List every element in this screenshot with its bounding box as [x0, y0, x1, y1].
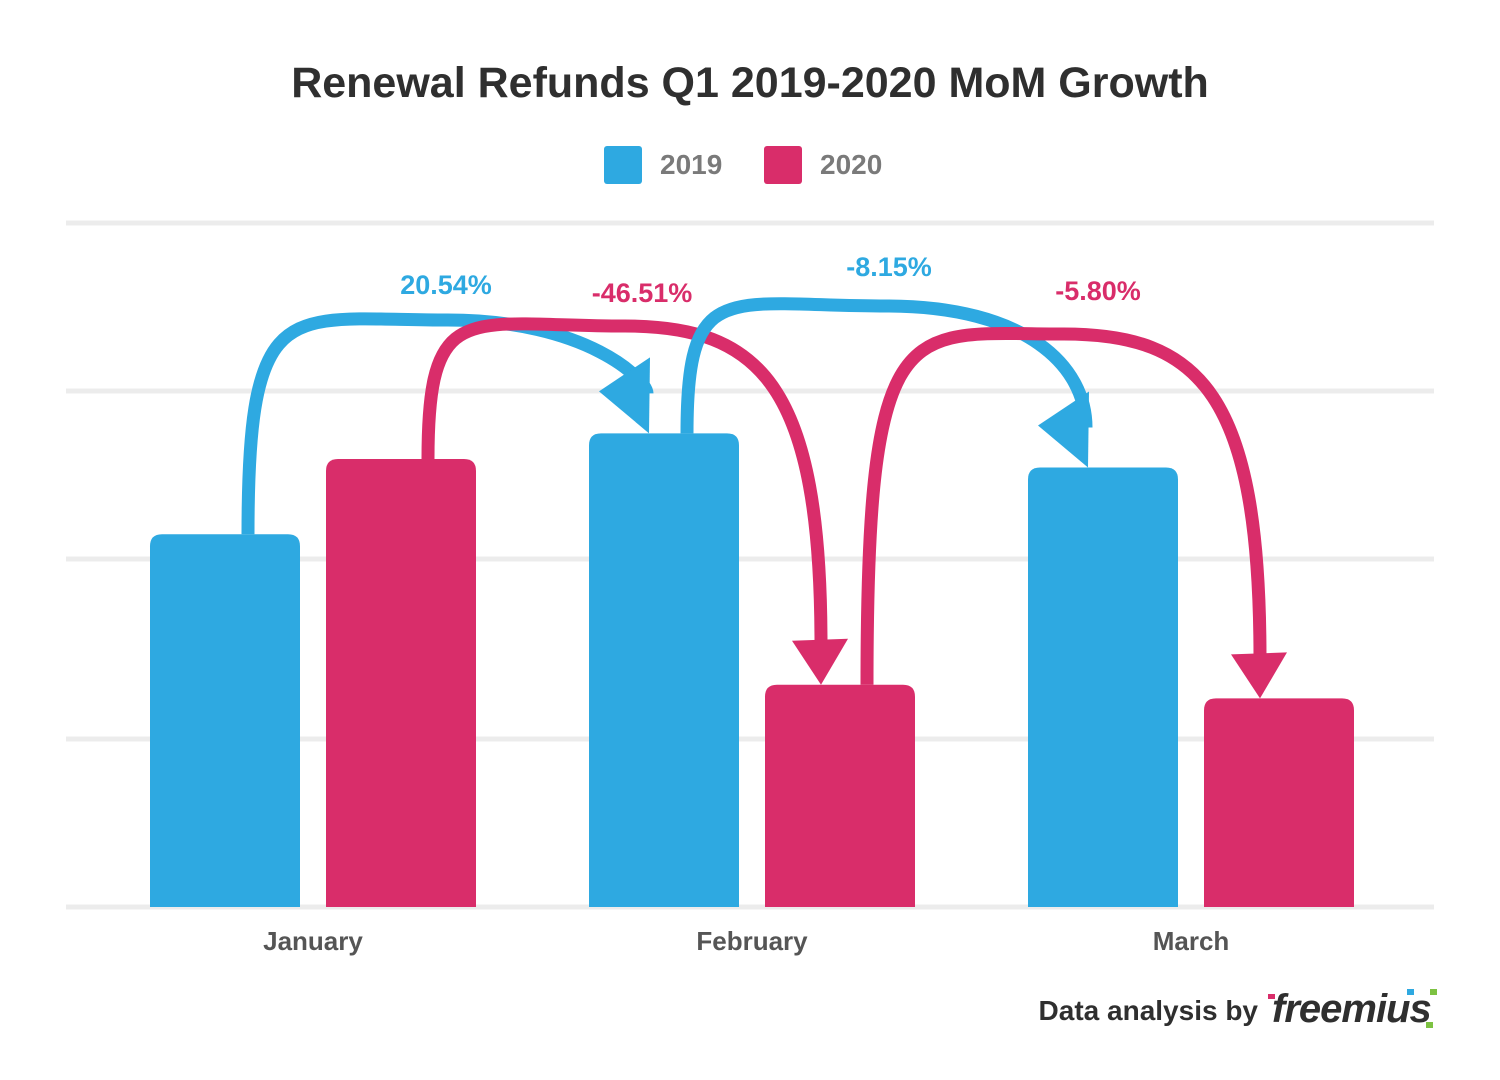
x-tick-label: March — [1153, 926, 1230, 956]
legend-label-2019: 2019 — [660, 149, 722, 180]
logo-dot-green-bottom — [1426, 1022, 1433, 1028]
bar-2019-january — [150, 534, 300, 907]
legend-swatch-2019 — [604, 146, 642, 184]
growth-label: -46.51% — [592, 278, 693, 308]
annotation-labels: 20.54% -46.51% -8.15% -5.80% — [400, 252, 1141, 308]
bar-2020-march — [1204, 698, 1354, 907]
arrowhead-icon — [1231, 652, 1287, 699]
arrow-2020-february-to-march — [860, 326, 1267, 685]
growth-label: 20.54% — [400, 270, 492, 300]
bar-2019-february — [589, 433, 739, 907]
x-tick-label: January — [263, 926, 363, 956]
category-labels: January February March — [263, 926, 1229, 956]
bar-2020-january — [326, 458, 476, 907]
growth-label: -8.15% — [846, 252, 932, 282]
arrow-2019-january-to-february — [241, 312, 654, 535]
arrowhead-icon — [1038, 391, 1089, 468]
logo-dot-green — [1430, 989, 1437, 995]
bar-2020-february — [765, 684, 915, 907]
freemius-logo[interactable]: freemius — [1272, 987, 1432, 1031]
arrowhead-icon — [599, 357, 650, 434]
legend-swatch-2020 — [764, 146, 802, 184]
legend: 2019 2020 — [604, 146, 882, 184]
bars — [150, 433, 1354, 907]
arrowhead-icon — [792, 638, 848, 685]
footer-credit: Data analysis by freemius — [1039, 987, 1437, 1031]
chart-title: Renewal Refunds Q1 2019-2020 MoM Growth — [291, 59, 1209, 107]
bar-2019-march — [1028, 467, 1178, 907]
arrow-2019-february-to-march — [680, 297, 1093, 434]
growth-arrows — [241, 297, 1287, 699]
x-tick-label: February — [696, 926, 808, 956]
legend-label-2020: 2020 — [820, 149, 882, 180]
growth-label: -5.80% — [1055, 276, 1141, 306]
logo-dot-blue — [1407, 989, 1414, 995]
arrow-2020-january-to-february — [421, 317, 828, 645]
credit-text: Data analysis by — [1039, 995, 1259, 1026]
logo-dot-pink — [1268, 994, 1275, 999]
